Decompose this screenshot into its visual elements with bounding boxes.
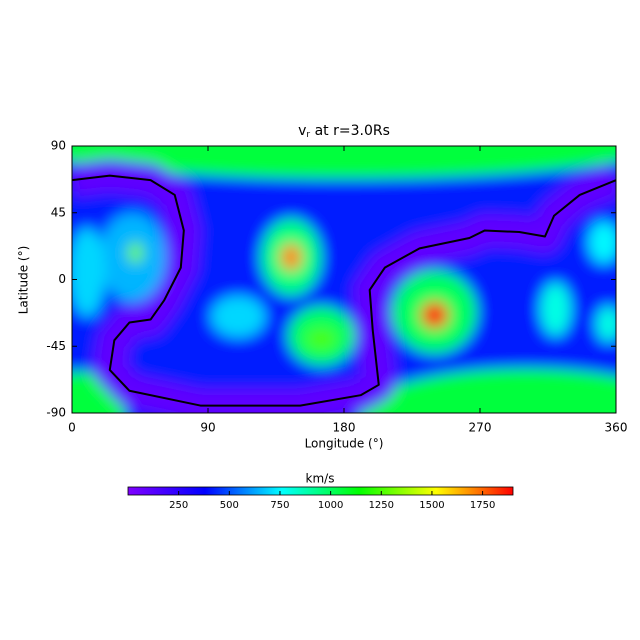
field-blob	[72, 371, 125, 413]
y-axis-label: Latitude (°)	[17, 246, 31, 315]
y-tick-label: 45	[51, 205, 66, 219]
field-blob	[588, 221, 616, 264]
x-tick-label: 270	[469, 421, 492, 435]
x-tick-label: 0	[68, 421, 76, 435]
field-blob	[421, 301, 449, 329]
colorbar-tick-label: 500	[220, 500, 239, 511]
title-sub: r	[306, 130, 310, 140]
field-blob	[280, 243, 302, 271]
colorbar-tick-label: 1250	[369, 500, 394, 511]
colorbar-tick-label: 1000	[318, 500, 343, 511]
title-rest: at r=3.0Rs	[310, 123, 390, 139]
y-tick-label: 0	[58, 272, 66, 286]
field	[72, 146, 616, 413]
chart-title: vr at r=3.0Rs	[298, 123, 390, 140]
y-tick-label: -90	[46, 406, 66, 420]
y-tick-label: -45	[46, 339, 66, 353]
x-axis-label: Longitude (°)	[305, 437, 384, 451]
title-main: v	[298, 123, 306, 139]
x-tick-label: 90	[200, 421, 215, 435]
colorbar	[127, 486, 514, 496]
field-blob	[596, 306, 616, 342]
x-tick-label: 180	[333, 421, 356, 435]
field-blob	[127, 242, 144, 264]
x-tick-label: 360	[605, 421, 628, 435]
field-blob	[540, 282, 571, 336]
y-tick-label: 90	[51, 139, 66, 153]
colorbar-tick-label: 250	[169, 500, 188, 511]
field-blob	[72, 146, 616, 179]
field-blob	[72, 227, 106, 317]
colorbar-label: km/s	[306, 472, 335, 486]
field-blob	[306, 328, 337, 350]
colorbar-tick-label: 750	[270, 500, 289, 511]
neutral-line	[72, 174, 616, 407]
colorbar-tick-label: 1500	[419, 500, 444, 511]
field-blob	[359, 368, 616, 413]
field-blob	[211, 295, 266, 338]
field-layer	[72, 146, 616, 413]
colorbar-tick-label: 1750	[470, 500, 495, 511]
